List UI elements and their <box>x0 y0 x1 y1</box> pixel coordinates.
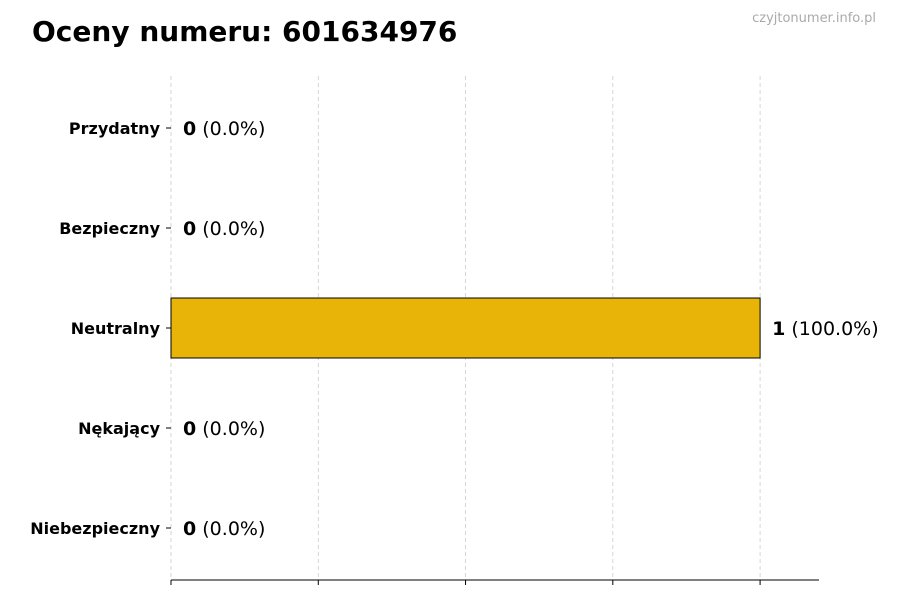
data-label: 0 (0.0%) <box>183 418 265 440</box>
category-label: Nękający <box>78 419 160 438</box>
data-label-count: 0 <box>183 418 196 440</box>
category-label: Przydatny <box>69 119 161 138</box>
data-label-count: 1 <box>772 318 785 340</box>
chart-title: Oceny numeru: 601634976 <box>32 15 457 48</box>
data-label-count: 0 <box>183 518 196 540</box>
data-label-percent: (0.0%) <box>196 518 265 540</box>
category-label: Niebezpieczny <box>30 519 160 538</box>
data-label: 1 (100.0%) <box>772 318 879 340</box>
data-label: 0 (0.0%) <box>183 118 265 140</box>
watermark: czyjtonumer.info.pl <box>752 11 876 26</box>
bar <box>170 297 761 359</box>
data-label-count: 0 <box>183 118 196 140</box>
category-label: Neutralny <box>71 319 161 338</box>
data-label-percent: (0.0%) <box>196 218 265 240</box>
data-label: 0 (0.0%) <box>183 218 265 240</box>
data-label-percent: (100.0%) <box>785 318 878 340</box>
data-label: 0 (0.0%) <box>183 518 265 540</box>
data-label-percent: (0.0%) <box>196 118 265 140</box>
data-label-count: 0 <box>183 218 196 240</box>
category-label: Bezpieczny <box>59 219 160 238</box>
data-label-percent: (0.0%) <box>196 418 265 440</box>
